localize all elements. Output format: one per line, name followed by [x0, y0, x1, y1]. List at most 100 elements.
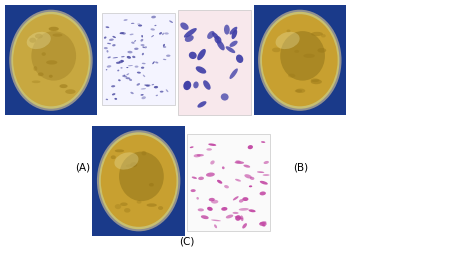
Ellipse shape [217, 40, 225, 50]
Ellipse shape [106, 99, 108, 100]
Ellipse shape [46, 60, 57, 64]
Ellipse shape [10, 11, 91, 110]
Ellipse shape [263, 174, 270, 176]
Ellipse shape [53, 34, 63, 37]
Ellipse shape [318, 48, 326, 53]
Ellipse shape [130, 92, 134, 94]
Ellipse shape [113, 57, 118, 58]
Ellipse shape [144, 84, 149, 86]
Ellipse shape [184, 28, 197, 38]
Ellipse shape [245, 174, 252, 178]
Ellipse shape [131, 23, 135, 24]
Ellipse shape [259, 11, 340, 110]
Ellipse shape [260, 181, 268, 185]
Ellipse shape [109, 39, 114, 41]
Ellipse shape [141, 96, 146, 99]
Ellipse shape [242, 223, 247, 228]
Ellipse shape [242, 197, 248, 201]
Ellipse shape [163, 46, 166, 48]
Ellipse shape [138, 24, 142, 26]
Ellipse shape [141, 35, 143, 37]
Ellipse shape [29, 38, 36, 43]
Ellipse shape [272, 48, 281, 52]
Ellipse shape [226, 215, 233, 219]
Ellipse shape [42, 52, 46, 56]
Ellipse shape [166, 54, 171, 57]
Ellipse shape [120, 203, 128, 206]
Ellipse shape [208, 143, 216, 146]
Ellipse shape [193, 81, 199, 88]
Ellipse shape [27, 32, 51, 49]
Ellipse shape [288, 74, 295, 78]
Bar [178, 10, 251, 115]
Ellipse shape [229, 68, 238, 79]
Ellipse shape [108, 56, 111, 58]
Ellipse shape [236, 54, 243, 63]
Ellipse shape [235, 161, 244, 164]
Ellipse shape [229, 27, 237, 35]
Ellipse shape [259, 222, 267, 226]
Ellipse shape [104, 36, 107, 39]
Ellipse shape [250, 177, 255, 180]
Ellipse shape [128, 65, 133, 66]
Ellipse shape [248, 145, 253, 149]
Ellipse shape [197, 101, 207, 108]
Ellipse shape [122, 75, 127, 77]
Ellipse shape [135, 66, 138, 68]
Ellipse shape [13, 14, 89, 106]
Ellipse shape [196, 197, 199, 200]
Ellipse shape [142, 151, 146, 155]
Ellipse shape [111, 155, 116, 159]
Ellipse shape [128, 51, 133, 53]
Ellipse shape [34, 66, 37, 71]
Ellipse shape [294, 50, 299, 53]
Ellipse shape [124, 208, 130, 213]
Ellipse shape [126, 164, 132, 167]
Ellipse shape [151, 28, 155, 31]
Ellipse shape [145, 46, 147, 48]
Ellipse shape [233, 212, 238, 214]
Ellipse shape [154, 86, 158, 88]
Ellipse shape [107, 50, 109, 53]
Ellipse shape [155, 95, 158, 96]
Ellipse shape [158, 206, 163, 210]
Ellipse shape [163, 59, 166, 60]
Ellipse shape [155, 62, 158, 63]
Ellipse shape [130, 162, 137, 167]
Ellipse shape [163, 44, 165, 47]
Ellipse shape [261, 141, 265, 143]
Ellipse shape [210, 160, 215, 165]
Ellipse shape [310, 78, 319, 82]
Ellipse shape [141, 88, 146, 90]
Ellipse shape [198, 177, 204, 180]
Ellipse shape [239, 208, 249, 211]
Ellipse shape [221, 93, 228, 101]
Ellipse shape [217, 180, 222, 184]
Ellipse shape [106, 69, 107, 70]
Ellipse shape [211, 200, 219, 204]
Ellipse shape [111, 85, 115, 87]
Ellipse shape [180, 23, 189, 30]
Ellipse shape [160, 91, 164, 92]
Ellipse shape [127, 56, 131, 59]
Ellipse shape [232, 30, 237, 39]
Ellipse shape [209, 198, 215, 201]
Ellipse shape [206, 172, 215, 177]
Ellipse shape [226, 46, 235, 53]
Ellipse shape [249, 185, 252, 187]
Ellipse shape [140, 44, 145, 46]
Ellipse shape [239, 199, 244, 203]
Ellipse shape [49, 27, 59, 31]
Ellipse shape [114, 98, 117, 100]
Ellipse shape [142, 63, 146, 64]
Ellipse shape [224, 25, 230, 35]
Ellipse shape [296, 89, 305, 93]
Ellipse shape [152, 61, 155, 64]
Ellipse shape [118, 79, 121, 81]
Ellipse shape [191, 189, 196, 192]
Ellipse shape [201, 215, 209, 219]
Text: (B): (B) [293, 163, 309, 173]
Ellipse shape [280, 31, 325, 81]
Ellipse shape [198, 208, 204, 211]
Ellipse shape [185, 35, 194, 42]
